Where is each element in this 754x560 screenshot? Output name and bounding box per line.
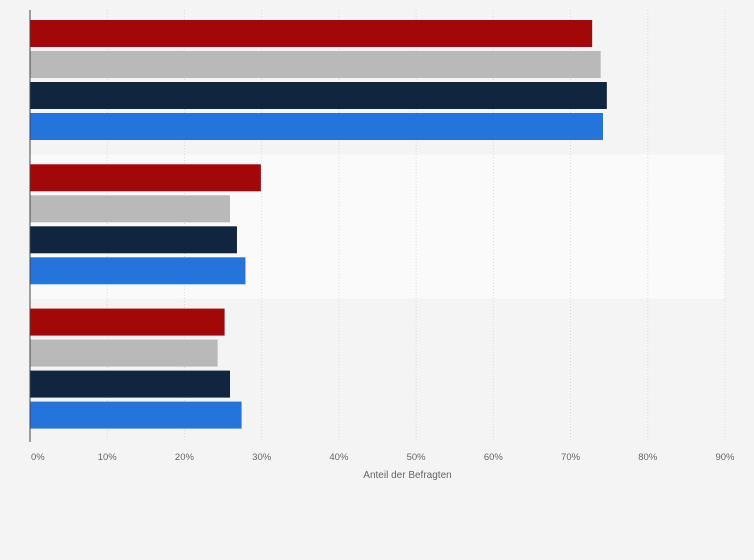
bar: [30, 82, 607, 109]
x-tick-label: 20%: [175, 452, 195, 463]
bar: [30, 308, 225, 336]
bar: [30, 51, 601, 78]
x-tick-label: 50%: [407, 452, 427, 463]
x-tick-label: 10%: [98, 452, 118, 463]
bars: [30, 20, 607, 429]
x-tick-label: 40%: [329, 452, 349, 463]
bar: [30, 401, 242, 429]
bar: [30, 257, 246, 285]
x-tick-label: 80%: [638, 452, 658, 463]
bar: [30, 195, 231, 223]
bar: [30, 164, 261, 192]
x-tick-label: 70%: [561, 452, 581, 463]
bar: [30, 370, 231, 398]
x-tick-label: 0%: [31, 452, 45, 463]
x-axis-tick-labels: 0% 10% 20% 30% 40% 50% 60% 70% 80% 90%: [31, 452, 735, 463]
bar: [30, 339, 218, 367]
bar: [30, 20, 593, 47]
bar: [30, 113, 603, 140]
x-tick-label: 30%: [252, 452, 272, 463]
x-tick-label: 60%: [484, 452, 504, 463]
bar: [30, 226, 237, 254]
x-tick-label: 90%: [715, 452, 735, 463]
x-axis-title: Anteil der Befragten: [363, 470, 451, 481]
